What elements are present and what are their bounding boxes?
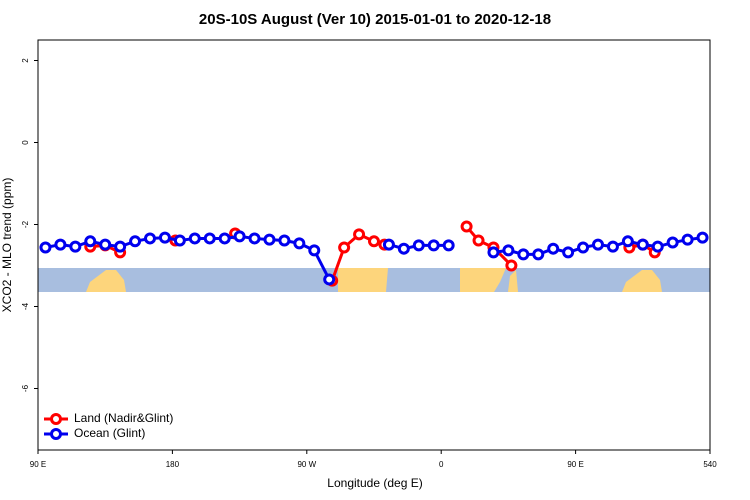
data-point	[681, 233, 694, 246]
data-point	[651, 240, 664, 253]
data-point	[666, 236, 679, 249]
data-point	[173, 234, 186, 247]
land-shape	[622, 270, 662, 292]
data-point	[636, 238, 649, 251]
data-point	[233, 230, 246, 243]
data-point	[368, 235, 380, 248]
data-point	[353, 228, 366, 241]
y-axis-label: XCO2 - MLO trend (ppm)	[0, 178, 14, 313]
data-point	[188, 232, 201, 245]
data-point	[472, 234, 485, 247]
data-point	[460, 220, 473, 233]
y-tick-label: -6	[21, 384, 30, 392]
data-point	[397, 242, 410, 255]
x-tick-label: 90 E	[30, 460, 46, 469]
x-axis-label: Longitude (deg E)	[327, 476, 422, 490]
data-point	[144, 232, 156, 245]
data-point	[158, 231, 171, 244]
data-point	[69, 240, 82, 253]
y-tick-label: -2	[21, 220, 30, 228]
legend-label: Ocean (Glint)	[74, 426, 145, 440]
x-tick-label: 90 W	[297, 460, 316, 469]
data-point	[114, 240, 127, 253]
data-point	[621, 235, 634, 248]
data-point	[308, 244, 321, 257]
data-point	[338, 241, 351, 254]
legend-marker	[50, 413, 62, 425]
plot-frame	[37, 39, 711, 451]
data-point	[203, 232, 216, 245]
y-tick-label: 0	[21, 140, 30, 145]
legend-label: Land (Nadir&Glint)	[74, 411, 173, 425]
data-point	[54, 238, 67, 251]
land-shape	[460, 268, 506, 292]
data-point	[592, 238, 604, 251]
data-point	[532, 248, 545, 261]
x-tick-label: 90 E	[567, 460, 583, 469]
legend-marker	[50, 428, 62, 440]
data-point	[562, 246, 575, 259]
data-point	[502, 244, 515, 257]
map-strip	[38, 268, 710, 292]
data-point	[517, 248, 530, 261]
data-point	[442, 239, 455, 252]
land-shape	[508, 270, 518, 292]
data-point	[323, 273, 336, 286]
y-tick-label: 2	[21, 58, 30, 63]
chart-title: 20S-10S August (Ver 10) 2015-01-01 to 20…	[199, 11, 551, 28]
data-point	[577, 241, 590, 254]
data-point	[84, 235, 97, 248]
data-point	[382, 238, 395, 251]
data-point	[696, 231, 709, 244]
data-point	[39, 241, 52, 254]
data-point	[218, 232, 231, 245]
y-tick-label: -4	[21, 302, 30, 310]
data-point	[129, 235, 142, 248]
land-shape	[338, 268, 388, 292]
series-line	[465, 225, 513, 267]
x-tick-label: 0	[439, 460, 444, 469]
data-point	[278, 234, 291, 247]
data-point	[547, 242, 560, 255]
data-point	[505, 259, 518, 272]
data-point	[606, 240, 619, 253]
data-point	[99, 238, 112, 251]
data-point	[487, 246, 500, 259]
land-shape	[86, 270, 126, 292]
x-tick-label: 180	[166, 460, 180, 469]
data-point	[293, 237, 306, 250]
data-point	[248, 232, 261, 245]
data-point	[412, 239, 425, 252]
x-tick-label: 540	[703, 460, 717, 469]
data-point	[427, 239, 440, 252]
data-point	[263, 233, 276, 246]
